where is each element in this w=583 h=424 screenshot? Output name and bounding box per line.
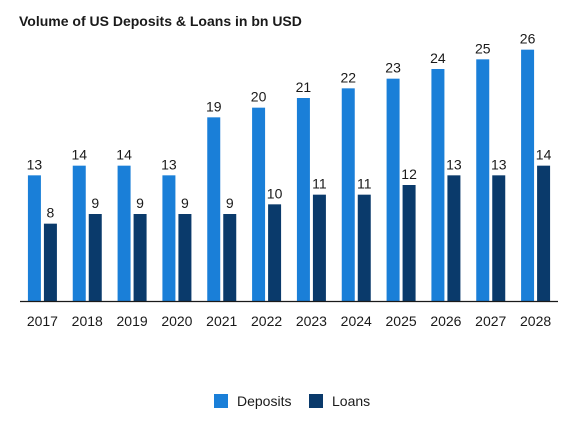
bar-loans-2022 [268,204,282,301]
data-label-loans-2017: 8 [47,205,55,221]
bar-loans-2027 [492,175,506,301]
bar-deposits-2023 [296,98,310,301]
data-label-deposits-2022: 20 [251,89,267,105]
bar-loans-2020 [178,214,192,301]
bar-loans-2019 [133,214,147,301]
data-label-loans-2028: 14 [536,147,552,163]
data-label-loans-2022: 10 [267,185,283,201]
legend-label-deposits: Deposits [237,393,292,409]
x-tick-label-2023: 2023 [296,313,327,329]
data-label-loans-2027: 13 [491,156,507,172]
bar-deposits-2021 [207,117,221,301]
x-tick-label-2017: 2017 [27,313,58,329]
bar-loans-2023 [312,194,326,301]
bar-deposits-2028 [521,49,535,301]
data-label-loans-2023: 11 [312,176,327,192]
bar-deposits-2020 [162,175,176,301]
bar-loans-2021 [223,214,237,301]
data-label-deposits-2025: 23 [385,60,401,76]
bar-loans-2017 [43,223,57,301]
x-tick-label-2024: 2024 [341,313,372,329]
data-label-deposits-2020: 13 [161,156,177,172]
x-tick-label-2021: 2021 [206,313,237,329]
data-label-loans-2026: 13 [446,156,462,172]
data-label-deposits-2017: 13 [27,156,43,172]
x-tick-label-2026: 2026 [430,313,461,329]
data-label-deposits-2021: 19 [206,98,222,114]
x-tick-label-2025: 2025 [386,313,417,329]
data-label-deposits-2019: 14 [116,147,132,163]
data-label-deposits-2026: 24 [430,50,446,66]
bar-deposits-2026 [431,69,445,301]
data-label-loans-2018: 9 [91,195,99,211]
data-label-deposits-2023: 21 [296,79,312,95]
bar-loans-2026 [447,175,461,301]
legend-item-loans[interactable]: Loans [309,393,370,409]
data-label-deposits-2024: 22 [340,69,356,85]
legend: Deposits Loans [0,393,583,413]
data-label-deposits-2028: 26 [520,31,536,47]
data-label-loans-2020: 9 [181,195,189,211]
data-label-loans-2019: 9 [136,195,144,211]
x-tick-label-2020: 2020 [161,313,192,329]
chart-title: Volume of US Deposits & Loans in bn USD [19,13,302,29]
data-label-loans-2021: 9 [226,195,234,211]
bar-loans-2024 [357,194,371,301]
bar-deposits-2019 [117,165,131,301]
bar-loans-2028 [537,165,551,301]
legend-swatch-deposits [214,394,228,408]
data-label-deposits-2027: 25 [475,40,491,56]
x-tick-label-2022: 2022 [251,313,282,329]
legend-swatch-loans [309,394,323,408]
bar-deposits-2017 [27,175,41,301]
x-tick-label-2018: 2018 [72,313,103,329]
data-label-deposits-2018: 14 [71,147,87,163]
data-label-loans-2024: 11 [357,176,372,192]
data-label-loans-2025: 12 [401,166,417,182]
bar-deposits-2018 [72,165,86,301]
bar-loans-2025 [402,185,416,301]
x-tick-label-2027: 2027 [475,313,506,329]
x-tick-label-2028: 2028 [520,313,551,329]
bar-deposits-2024 [341,88,355,301]
bar-deposits-2025 [386,78,400,302]
legend-label-loans: Loans [332,393,371,409]
bar-loans-2018 [88,214,102,301]
x-tick-label-2019: 2019 [117,313,148,329]
bar-deposits-2027 [476,59,490,302]
bar-deposits-2022 [252,107,266,302]
legend-item-deposits[interactable]: Deposits [214,393,291,409]
